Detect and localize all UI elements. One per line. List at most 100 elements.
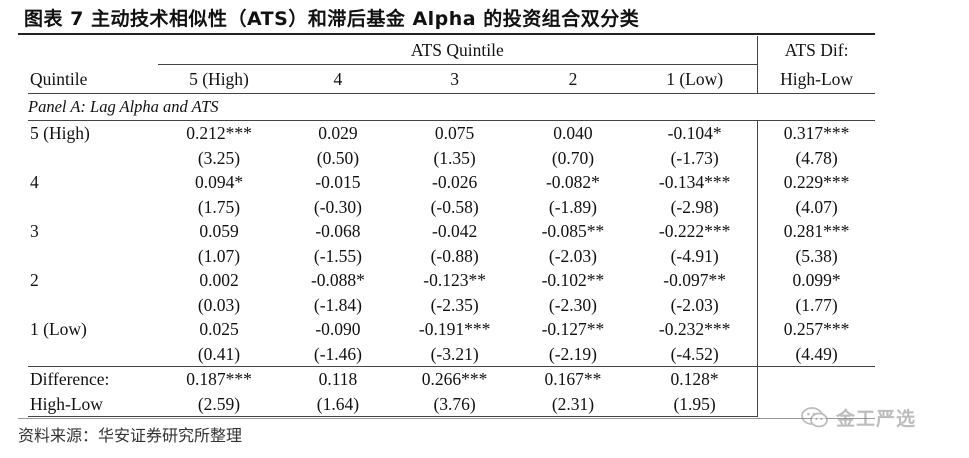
col-header-4: 4 — [280, 64, 396, 94]
quintile-header: Quintile — [28, 64, 158, 94]
cell-tstat: (-2.30) — [548, 294, 597, 315]
cell-dif-tstat: (4.49) — [757, 341, 875, 367]
cell-value: -0.088* — [310, 270, 365, 291]
cell-value: -0.015 — [315, 172, 361, 193]
col-header-3: 3 — [395, 64, 514, 94]
cell-value: 0.094* — [194, 172, 244, 193]
cell-value: -0.191*** — [418, 319, 491, 340]
cell-tstat: (0.03) — [197, 294, 241, 315]
cell-tstat: (1.35) — [433, 147, 476, 168]
title-rule — [18, 33, 875, 35]
cell-dif-value: 0.317*** — [783, 123, 850, 144]
cell-dif-tstat: (5.38) — [795, 245, 838, 266]
header-empty-cell — [28, 36, 158, 65]
cell-value: -0.222*** — [632, 219, 759, 244]
diff-tstat: (3.76) — [395, 391, 514, 417]
table-row-tstat: (0.03) (-1.84) (-2.35) (-2.30) (-2.03) (… — [28, 292, 875, 317]
table-row-tstat: (1.07) (-1.55) (-0.88) (-2.03) (-4.91) (… — [28, 243, 875, 268]
cell-dif-tstat: (1.77) — [795, 294, 838, 315]
header-row-bottom: Quintile 5 (High) 4 3 2 1 (Low) High-Low — [28, 64, 875, 94]
ats-dif-label-bottom: High-Low — [757, 64, 875, 94]
portfolio-table: ATS Quintile ATS Dif: Quintile 5 (High) … — [28, 36, 875, 417]
diff-value: 0.128* — [632, 366, 759, 392]
cell-tstat: (-1.55) — [313, 245, 362, 266]
cell-value: 0.212*** — [186, 123, 252, 144]
cell-value: -0.042 — [432, 221, 478, 242]
cell-value: -0.082* — [545, 172, 600, 193]
cell-value: 0.075 — [434, 123, 475, 144]
diff-value: 0.118 — [318, 369, 358, 390]
diff-value: 0.167** — [544, 369, 602, 390]
cell-tstat: (-0.30) — [313, 196, 362, 217]
cell-tstat: (1.75) — [197, 196, 241, 217]
cell-tstat: (0.50) — [316, 147, 360, 168]
cell-tstat: (-0.58) — [430, 196, 479, 217]
col-header-2: 2 — [513, 64, 633, 94]
cell-value: -0.026 — [432, 172, 478, 193]
diff-tstat: (2.59) — [157, 391, 281, 417]
cell-tstat: (0.70) — [551, 147, 595, 168]
cell-tstat: (-2.19) — [513, 341, 633, 367]
difference-row: Difference: 0.187*** 0.118 0.266*** 0.16… — [28, 366, 875, 392]
cell-tstat: (0.41) — [157, 341, 281, 367]
col-header-1-low: 1 (Low) — [632, 64, 759, 94]
cell-value: 0.059 — [199, 221, 239, 242]
cell-tstat: (-2.98) — [632, 194, 759, 219]
cell-tstat: (-2.03) — [632, 292, 759, 317]
table-row: 3 0.059 -0.068 -0.042 -0.085** -0.222***… — [28, 219, 875, 244]
cell-tstat: (1.07) — [197, 245, 241, 266]
cell-value: -0.123** — [423, 270, 486, 291]
cell-value: -0.097** — [632, 268, 759, 293]
col-header-5-high: 5 (High) — [157, 64, 281, 94]
footer-rule — [18, 418, 875, 419]
ats-dif-label-top: ATS Dif: — [784, 40, 849, 61]
ats-quintile-header: ATS Quintile — [157, 36, 759, 65]
cell-tstat: (-4.52) — [632, 341, 759, 367]
difference-tstat-row: High-Low (2.59) (1.64) (3.76) (2.31) (1.… — [28, 391, 875, 417]
cell-value: -0.090 — [315, 319, 361, 340]
watermark-text: 金工严选 — [836, 408, 917, 430]
cell-value: -0.104* — [632, 120, 759, 146]
cell-tstat: (-2.35) — [430, 294, 479, 315]
cell-value: -0.068 — [315, 221, 361, 242]
row-label: 3 — [30, 221, 39, 242]
cell-value: 0.040 — [553, 123, 593, 144]
diff-tstat: (2.31) — [513, 391, 633, 417]
cell-dif-value: 0.099* — [792, 270, 841, 291]
watermark: 金工严选 — [800, 404, 916, 431]
diff-value: 0.187*** — [186, 369, 252, 390]
table-row-tstat: (3.25) (0.50) (1.35) (0.70) (-1.73) (4.7… — [28, 145, 875, 170]
panel-label: Panel A: Lag Alpha and ATS — [28, 93, 875, 121]
row-label: 5 (High) — [30, 123, 90, 144]
cell-tstat: (-1.73) — [632, 145, 759, 170]
row-label: 1 (Low) — [30, 319, 87, 340]
cell-value: -0.134*** — [632, 170, 759, 195]
cell-dif-value: 0.229*** — [783, 172, 850, 193]
table-row: 1 (Low) 0.025 -0.090 -0.191*** -0.127** … — [28, 317, 875, 342]
source-note: 资料来源：华安证券研究所整理 — [18, 426, 243, 445]
high-low-label: High-Low — [28, 391, 158, 417]
cell-tstat: (3.25) — [197, 147, 241, 168]
cell-tstat: (-1.46) — [280, 341, 396, 367]
diff-tstat: (1.64) — [280, 391, 396, 417]
header-row-top: ATS Quintile ATS Dif: — [28, 36, 875, 65]
figure-title: 图表 7 主动技术相似性（ATS）和滞后基金 Alpha 的投资组合双分类 — [24, 8, 640, 30]
table-row-tstat: (1.75) (-0.30) (-0.58) (-1.89) (-2.98) (… — [28, 194, 875, 219]
table-row-tstat: (0.41) (-1.46) (-3.21) (-2.19) (-4.52) (… — [28, 341, 875, 367]
cell-dif-tstat: (4.78) — [795, 147, 838, 168]
cell-value: -0.232*** — [632, 317, 759, 342]
cell-tstat: (-1.89) — [548, 196, 597, 217]
cell-dif-value: 0.281*** — [783, 221, 850, 242]
table-row: 2 0.002 -0.088* -0.123** -0.102** -0.097… — [28, 268, 875, 293]
panel-row: Panel A: Lag Alpha and ATS — [28, 93, 875, 121]
cell-value: -0.127** — [541, 319, 605, 340]
table-row: 5 (High) 0.212*** 0.029 0.075 0.040 -0.1… — [28, 120, 875, 146]
cell-value: -0.102** — [541, 270, 605, 291]
difference-label: Difference: — [30, 369, 110, 390]
cell-value: 0.029 — [318, 123, 358, 144]
cell-tstat: (-2.03) — [548, 245, 597, 266]
cell-value: 0.025 — [199, 319, 239, 340]
diff-value: 0.266*** — [421, 369, 488, 390]
cell-value: -0.085** — [541, 221, 605, 242]
row-label: 4 — [30, 172, 39, 193]
